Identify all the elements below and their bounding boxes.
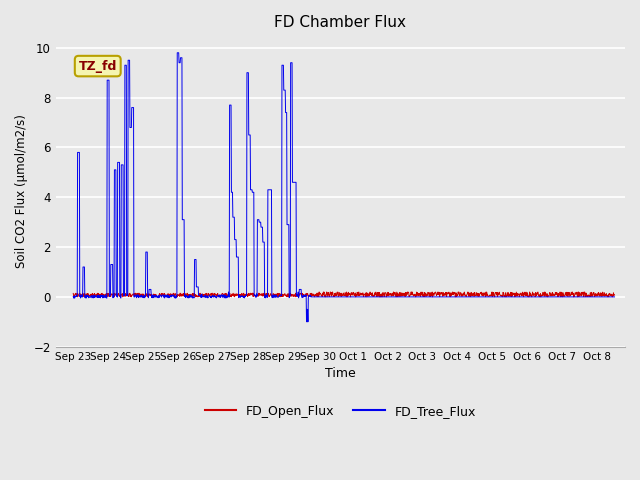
FD_Open_Flux [111, 291, 119, 297]
FD_Tree_Flux [321, 294, 328, 300]
FD_Tree_Flux [300, 293, 307, 299]
FD_Open_Flux [580, 289, 588, 295]
FD_Tree_Flux [611, 294, 618, 300]
FD_Open_Flux [378, 291, 385, 297]
FD_Open_Flux [133, 291, 141, 297]
FD_Tree_Flux [111, 167, 119, 173]
FD_Tree_Flux [133, 292, 141, 298]
Text: TZ_fd: TZ_fd [79, 60, 117, 72]
Legend: FD_Open_Flux, FD_Tree_Flux: FD_Open_Flux, FD_Tree_Flux [200, 400, 481, 423]
Line: FD_Tree_Flux: FD_Tree_Flux [73, 53, 614, 322]
FD_Open_Flux [69, 290, 77, 296]
Title: FD Chamber Flux: FD Chamber Flux [275, 15, 406, 30]
FD_Tree_Flux [69, 294, 77, 300]
FD_Tree_Flux [311, 294, 319, 300]
FD_Open_Flux [134, 294, 141, 300]
FD_Tree_Flux [173, 50, 181, 56]
FD_Open_Flux [300, 292, 307, 298]
FD_Tree_Flux [303, 319, 310, 324]
FD_Tree_Flux [378, 294, 386, 300]
X-axis label: Time: Time [325, 367, 356, 380]
FD_Open_Flux [321, 289, 328, 295]
Y-axis label: Soil CO2 Flux (μmol/m2/s): Soil CO2 Flux (μmol/m2/s) [15, 114, 28, 268]
Line: FD_Open_Flux: FD_Open_Flux [73, 292, 614, 297]
FD_Open_Flux [310, 294, 318, 300]
FD_Open_Flux [611, 292, 618, 298]
